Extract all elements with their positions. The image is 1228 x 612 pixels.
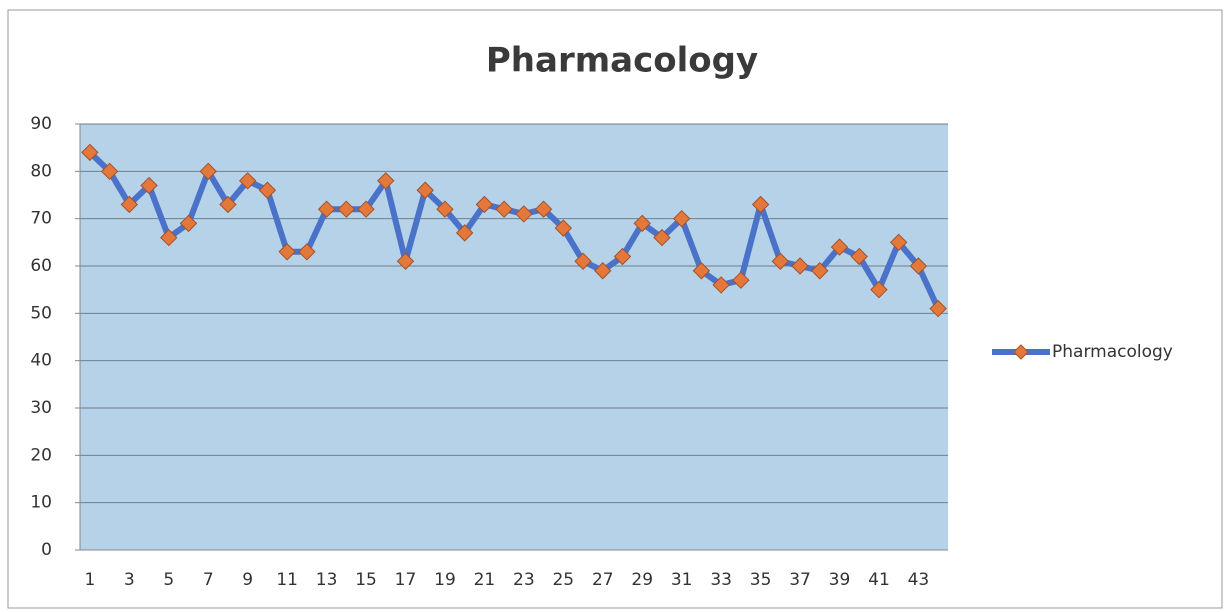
data-point (929, 299, 947, 318)
data-point (712, 276, 730, 294)
data-point (771, 252, 790, 270)
data-point (455, 224, 474, 242)
data-point (199, 162, 217, 181)
data-point (751, 195, 770, 214)
plot-area (80, 124, 948, 550)
data-point (653, 228, 671, 247)
data-point (515, 205, 533, 223)
data-point (238, 172, 257, 190)
data-point (436, 200, 454, 218)
data-point (317, 200, 336, 218)
x-tick-label: 15 (355, 570, 377, 590)
y-tick-label: 80 (30, 161, 52, 181)
x-tick-label: 11 (276, 570, 298, 590)
y-tick-label: 0 (41, 540, 52, 560)
data-point (594, 262, 612, 280)
y-tick-label: 20 (30, 445, 52, 465)
data-point (219, 195, 237, 214)
y-tick-label: 30 (30, 398, 52, 418)
x-tick-label: 9 (242, 570, 253, 590)
data-point (613, 247, 632, 266)
data-point (377, 172, 395, 190)
x-tick-label: 41 (868, 570, 890, 590)
x-tick-label: 17 (395, 570, 417, 590)
x-tick-label: 29 (631, 570, 653, 590)
y-tick-label: 10 (30, 493, 52, 513)
data-point (475, 195, 494, 214)
x-tick-label: 37 (789, 570, 811, 590)
data-point (160, 228, 178, 247)
data-point (909, 257, 928, 275)
data-point (258, 181, 277, 199)
y-tick-label: 50 (30, 303, 52, 323)
data-point (889, 233, 908, 252)
data-point (100, 162, 119, 181)
data-point (791, 257, 809, 275)
y-tick-label: 60 (30, 256, 52, 276)
x-tick-label: 39 (829, 570, 851, 590)
chart-title: Pharmacology (486, 41, 758, 81)
data-point (396, 252, 415, 270)
x-tick-label: 43 (908, 570, 930, 590)
data-point (278, 243, 296, 261)
x-tick-label: 19 (434, 570, 456, 590)
data-point (692, 262, 711, 280)
data-point (81, 143, 99, 162)
data-point (416, 181, 434, 199)
x-tick-label: 5 (163, 570, 174, 590)
data-point (850, 247, 868, 266)
y-tick-label: 90 (30, 114, 52, 134)
x-tick-label: 31 (671, 570, 693, 590)
data-point (672, 209, 691, 228)
x-tick-label: 23 (513, 570, 535, 590)
x-tick-label: 25 (552, 570, 574, 590)
data-point (811, 262, 829, 280)
data-point (298, 243, 316, 261)
data-point (337, 200, 356, 218)
data-point (179, 214, 198, 233)
data-point (357, 200, 375, 218)
data-point (140, 176, 158, 195)
x-tick-label: 27 (592, 570, 614, 590)
data-point (495, 200, 513, 218)
x-tick-label: 3 (124, 570, 135, 590)
data-point (120, 195, 139, 214)
data-point (870, 280, 888, 299)
legend-marker (1013, 344, 1029, 360)
data-point (633, 214, 651, 233)
y-tick-label: 40 (30, 351, 52, 371)
data-point (534, 200, 553, 218)
x-tick-label: 21 (474, 570, 496, 590)
x-tick-label: 33 (710, 570, 732, 590)
data-point (732, 271, 750, 289)
x-tick-label: 7 (203, 570, 214, 590)
data-point (574, 252, 592, 270)
x-tick-label: 1 (84, 570, 95, 590)
data-point (830, 238, 849, 256)
x-tick-label: 13 (316, 570, 338, 590)
data-point (554, 219, 573, 237)
legend-label: Pharmacology (1052, 342, 1173, 362)
y-tick-label: 70 (30, 209, 52, 229)
x-tick-label: 35 (750, 570, 772, 590)
